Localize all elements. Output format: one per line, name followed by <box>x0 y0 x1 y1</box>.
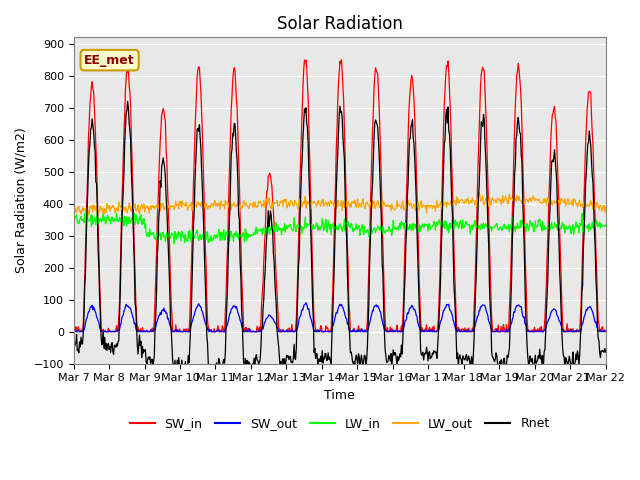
SW_out <box>70 328 77 334</box>
LW_in <box>406 221 413 227</box>
LW_in <box>189 233 197 239</box>
SW_in <box>135 329 143 335</box>
SW_out <box>217 329 225 335</box>
Rnet <box>177 371 185 376</box>
Line: Rnet: Rnet <box>74 101 605 373</box>
Text: EE_met: EE_met <box>84 54 135 67</box>
SW_out <box>406 305 413 311</box>
SW_out <box>189 317 196 323</box>
SW_in <box>80 300 88 306</box>
LW_out <box>84 215 92 220</box>
SW_in <box>602 329 609 335</box>
Rnet <box>79 330 87 336</box>
Rnet <box>421 350 429 356</box>
LW_in <box>218 230 225 236</box>
LW_out <box>135 208 143 214</box>
LW_out <box>602 204 609 210</box>
LW_out <box>70 204 77 209</box>
SW_out <box>135 329 143 335</box>
SW_in <box>338 57 346 63</box>
Title: Solar Radiation: Solar Radiation <box>276 15 403 33</box>
LW_in <box>135 217 143 223</box>
LW_in <box>421 221 429 227</box>
SW_in <box>70 329 78 335</box>
SW_in <box>421 326 429 332</box>
SW_out <box>70 329 78 335</box>
LW_out <box>476 190 483 195</box>
Rnet <box>124 98 131 104</box>
Rnet <box>70 348 77 353</box>
SW_in <box>70 327 77 333</box>
LW_out <box>79 208 87 214</box>
Line: LW_out: LW_out <box>74 192 605 217</box>
Rnet <box>602 349 609 355</box>
SW_out <box>80 327 88 333</box>
LW_in <box>113 210 120 216</box>
LW_out <box>189 202 196 208</box>
SW_out <box>602 328 609 334</box>
SW_out <box>302 300 310 306</box>
SW_out <box>421 327 429 333</box>
Rnet <box>406 136 413 142</box>
LW_out <box>405 200 413 206</box>
LW_in <box>70 220 77 226</box>
LW_in <box>602 223 609 228</box>
Rnet <box>218 362 225 368</box>
Y-axis label: Solar Radiation (W/m2): Solar Radiation (W/m2) <box>15 128 28 274</box>
Line: SW_in: SW_in <box>74 60 605 332</box>
Line: LW_in: LW_in <box>74 213 605 244</box>
LW_in <box>79 216 87 222</box>
Legend: SW_in, SW_out, LW_in, LW_out, Rnet: SW_in, SW_out, LW_in, LW_out, Rnet <box>125 412 555 435</box>
Rnet <box>135 342 143 348</box>
SW_in <box>406 97 413 103</box>
SW_in <box>189 211 196 217</box>
Rnet <box>189 221 197 227</box>
LW_out <box>420 203 428 209</box>
LW_out <box>217 198 225 204</box>
X-axis label: Time: Time <box>324 389 355 402</box>
Line: SW_out: SW_out <box>74 303 605 332</box>
SW_in <box>217 327 225 333</box>
LW_in <box>170 241 178 247</box>
